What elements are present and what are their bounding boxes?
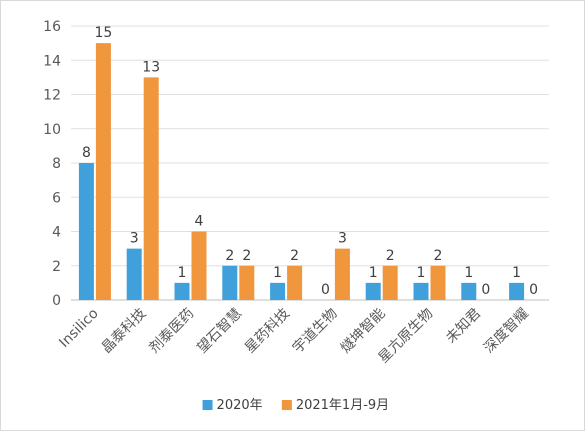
bar bbox=[365, 282, 381, 300]
y-tick-label: 8 bbox=[52, 156, 61, 172]
legend-label: 2021年1月-9月 bbox=[296, 398, 389, 413]
y-tick-label: 14 bbox=[43, 53, 61, 69]
legend: 2020年 2021年1月-9月 bbox=[202, 398, 389, 413]
x-category-label: 深度智耀 bbox=[481, 306, 532, 357]
y-tick-label: 0 bbox=[52, 293, 61, 309]
bar bbox=[287, 265, 303, 300]
x-category-label: 未知君 bbox=[442, 305, 484, 347]
x-category-label: 望石智慧 bbox=[194, 306, 245, 357]
data-label: 0 bbox=[481, 282, 490, 298]
data-label: 2 bbox=[434, 248, 443, 264]
data-label: 2 bbox=[386, 248, 395, 264]
y-tick-label: 4 bbox=[52, 225, 61, 241]
bar bbox=[382, 265, 398, 300]
x-category-label: 晶泰科技 bbox=[99, 306, 150, 357]
y-tick-label: 16 bbox=[43, 19, 61, 35]
y-tick-label: 6 bbox=[52, 190, 61, 206]
data-label: 0 bbox=[321, 282, 330, 298]
bar bbox=[174, 282, 190, 300]
legend-swatch bbox=[281, 400, 292, 410]
x-category-label: 宇道生物 bbox=[290, 306, 341, 357]
data-label: 1 bbox=[273, 265, 282, 281]
bar bbox=[143, 77, 159, 300]
y-tick-label: 2 bbox=[52, 259, 61, 275]
x-category-label: 剂泰医药 bbox=[146, 306, 197, 357]
data-label: 1 bbox=[417, 265, 426, 281]
y-axis: 0 2 4 6 8 10 12 14 16 bbox=[43, 19, 61, 309]
bar bbox=[222, 265, 238, 300]
x-category-label: Insilico bbox=[56, 306, 101, 351]
data-label: 3 bbox=[130, 231, 139, 247]
data-label: 1 bbox=[464, 265, 473, 281]
data-label: 2 bbox=[225, 248, 234, 264]
data-label: 2 bbox=[290, 248, 299, 264]
data-label: 15 bbox=[94, 25, 112, 41]
data-label: 1 bbox=[369, 265, 378, 281]
bar bbox=[239, 265, 255, 300]
bar bbox=[430, 265, 446, 300]
bar bbox=[413, 282, 429, 300]
data-label: 0 bbox=[529, 282, 538, 298]
data-label: 1 bbox=[178, 265, 187, 281]
legend-label: 2020年 bbox=[217, 398, 263, 413]
bar bbox=[78, 163, 94, 300]
data-label: 1 bbox=[512, 265, 521, 281]
bar bbox=[95, 43, 111, 300]
bar bbox=[126, 248, 142, 300]
data-label: 13 bbox=[142, 59, 160, 75]
bar bbox=[461, 282, 477, 300]
legend-swatch bbox=[202, 400, 213, 410]
data-label: 4 bbox=[195, 214, 204, 230]
bar bbox=[270, 282, 286, 300]
y-tick-label: 12 bbox=[43, 88, 61, 104]
bar bbox=[509, 282, 525, 300]
x-category-label: 星药科技 bbox=[242, 306, 293, 357]
data-label: 2 bbox=[242, 248, 251, 264]
bar bbox=[191, 231, 207, 300]
bar bbox=[334, 248, 350, 300]
data-label: 8 bbox=[82, 145, 91, 161]
data-label: 3 bbox=[338, 231, 347, 247]
y-tick-label: 10 bbox=[43, 122, 61, 138]
